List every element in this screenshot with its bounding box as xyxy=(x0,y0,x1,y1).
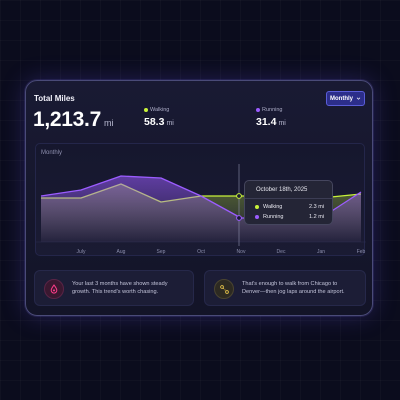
insight-trend-line1: Your last 3 months have shown steady xyxy=(72,281,168,287)
x-tick-label: Oct xyxy=(197,249,205,255)
total-miles: 1,213.7 mi xyxy=(33,108,113,132)
card-title: Total Miles xyxy=(34,94,75,103)
x-tick-label: Feb xyxy=(357,249,366,255)
tooltip-divider xyxy=(245,198,332,199)
walking-dot-icon xyxy=(144,108,148,112)
tooltip-walking-label: Walking xyxy=(263,204,283,210)
tooltip-date: October 18th, 2025 xyxy=(256,187,308,193)
total-miles-card: Total Miles 1,213.7 mi Walking 58.3 mi R… xyxy=(25,80,373,316)
running-value: 31.4 xyxy=(256,116,277,128)
chart-caption: Monthly xyxy=(41,150,63,156)
x-tick-label: Aug xyxy=(117,249,126,255)
tooltip-walking-value: 2.3 mi xyxy=(309,204,324,210)
walking-dot-icon xyxy=(255,205,259,209)
drop-icon xyxy=(44,279,64,299)
running-label: Running xyxy=(262,107,283,113)
walking-label: Walking xyxy=(150,107,170,113)
walking-unit: mi xyxy=(166,120,174,127)
x-tick-label: Jan xyxy=(317,249,325,255)
tooltip-running-value: 1.2 mi xyxy=(309,214,324,220)
route-icon xyxy=(214,279,234,299)
highlight-point-walking xyxy=(236,193,242,199)
series-area-running xyxy=(41,176,361,242)
walking-stat: Walking 58.3 mi xyxy=(144,107,174,128)
chart-tooltip: October 18th, 2025 Walking 2.3 mi Runnin… xyxy=(244,180,333,225)
running-dot-icon xyxy=(255,215,259,219)
tooltip-row-walking: Walking 2.3 mi xyxy=(255,204,324,210)
walking-value: 58.3 xyxy=(144,116,165,128)
x-tick-label: Dec xyxy=(277,249,286,255)
insight-distance-line1: That's enough to walk from Chicago to xyxy=(242,281,338,287)
tooltip-running-label: Running xyxy=(263,214,284,220)
insight-card-distance: That's enough to walk from Chicago to De… xyxy=(204,270,366,306)
total-miles-unit: mi xyxy=(103,118,114,128)
total-miles-value: 1,213.7 xyxy=(33,108,101,131)
period-dropdown-label: Monthly xyxy=(330,95,353,102)
insight-distance-line2: Denver—then jog laps around the airport. xyxy=(242,289,345,295)
insight-card-trend: Your last 3 months have shown steady gro… xyxy=(34,270,194,306)
running-stat: Running 31.4 mi xyxy=(256,107,286,128)
chevron-down-icon xyxy=(356,97,361,100)
highlight-point-running xyxy=(236,215,242,221)
tooltip-row-running: Running 1.2 mi xyxy=(255,214,324,220)
insight-trend-line2: growth. This trend's worth chasing. xyxy=(72,289,159,295)
running-unit: mi xyxy=(278,120,286,127)
running-dot-icon xyxy=(256,108,260,112)
x-tick-label: Sep xyxy=(157,249,166,255)
period-dropdown[interactable]: Monthly xyxy=(326,91,365,106)
x-tick-label: Nov xyxy=(237,249,246,255)
miles-chart: Monthly July Aug Sep Oct Nov Dec Jan Feb Octobe… xyxy=(35,143,366,256)
x-tick-label: July xyxy=(77,249,86,255)
